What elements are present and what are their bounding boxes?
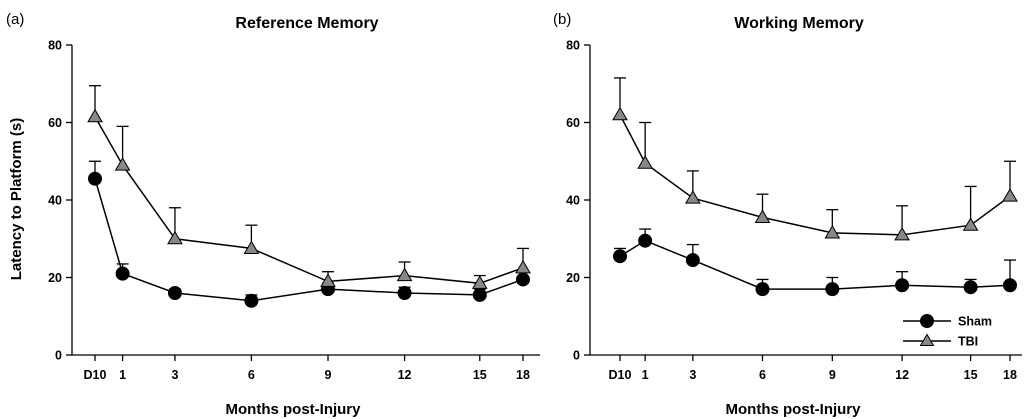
panel-b-tbi-point: [612, 106, 628, 121]
panel-a-sham-point: [167, 286, 182, 300]
panel-a-letter: (a): [6, 11, 24, 28]
panel-b-sham-line: [619, 239, 1011, 290]
panel-b-tbi-point: [962, 217, 979, 231]
panel-b-x-tick-label: 3: [689, 368, 696, 382]
panel-b-sham-point: [638, 233, 653, 248]
panel-b-series-tbi: [612, 77, 1018, 241]
panel-b-sham-point: [755, 282, 770, 297]
legend-item-sham: Sham: [903, 314, 992, 329]
panel-a-sham-point: [472, 287, 487, 302]
panel-b-x-tick-label: 18: [1003, 368, 1017, 382]
panel-a-x-tick-label: 18: [516, 368, 530, 382]
panel-b-tbi-point: [754, 209, 771, 223]
panel-b-x-tick-label: 12: [895, 368, 909, 382]
panel-a-x-tick-label: 1: [119, 368, 126, 382]
panel-b-x-tick-label: 15: [964, 368, 978, 382]
panel-b-y-tick-label: 80: [566, 39, 580, 53]
panel-a-x-tick-label: 9: [325, 368, 332, 382]
panel-b-tbi-point: [824, 224, 841, 239]
legend-tbi-label: TBI: [958, 335, 978, 349]
panel-b-sham-point: [685, 253, 700, 268]
legend-sham-marker: [920, 314, 934, 328]
panel-b-y-tick-label: 40: [566, 194, 580, 208]
panel-b-sham-point: [825, 282, 840, 297]
panel-a-series-tbi: [87, 85, 531, 289]
legend-tbi-marker: [919, 333, 935, 346]
panel-b-y-tick-label: 0: [573, 349, 580, 363]
panel-b-sham-point: [963, 280, 978, 295]
panel-b-letter: (b): [553, 11, 571, 28]
panel-a: (a) Reference Memory Months post-Injury …: [6, 11, 540, 418]
panel-b-sham-point: [1003, 278, 1017, 293]
panel-b-title: Working Memory: [734, 15, 864, 32]
panel-b-x-axis-label: Months post-Injury: [726, 401, 862, 418]
panel-a-tbi-point: [320, 273, 336, 287]
panel-a-x-tick-label: D10: [84, 368, 107, 382]
panel-b-y-tick-label: 60: [566, 116, 580, 130]
panel-a-y-tick-label: 20: [48, 271, 62, 285]
panel-a-tbi-point: [243, 240, 260, 254]
panel-a-x-tick-label: 15: [473, 368, 487, 382]
panel-a-sham-line: [94, 178, 524, 302]
panel-a-plot-area: 0 20 40 60 80 D10 1 3 6 9 12 15 18: [48, 39, 540, 382]
panel-a-y-tick-label: 40: [48, 194, 62, 208]
legend-item-tbi: TBI: [903, 333, 978, 349]
panel-b-sham-point: [895, 278, 910, 293]
legend-sham-label: Sham: [958, 315, 992, 329]
panel-a-tbi-point: [87, 108, 103, 123]
panel-b-tbi-point: [637, 155, 654, 169]
panel-b-x-tick-label: 1: [642, 368, 649, 382]
panel-a-tbi-point: [471, 275, 488, 289]
panel-a-x-axis-label: Months post-Injury: [226, 401, 362, 418]
panel-a-series-sham: [88, 160, 530, 308]
panel-a-tbi-line: [94, 116, 524, 285]
panel-b-y-tick-label: 20: [566, 271, 580, 285]
panel-a-tbi-point: [396, 267, 413, 282]
panel-a-x-tick-label: 6: [248, 368, 255, 382]
panel-a-tbi-point: [515, 259, 531, 274]
panel-b-tbi-line: [619, 114, 1011, 236]
panel-b-tbi-point: [894, 226, 910, 241]
panel-b-tbi-point: [1002, 188, 1018, 202]
y-axis-label: Latency to Platform (s): [8, 118, 25, 281]
panel-a-tbi-point: [167, 230, 183, 245]
panel-a-sham-point: [115, 266, 130, 281]
panel-a-sham-point: [397, 286, 412, 300]
panel-a-x-tick-label: 12: [398, 368, 412, 382]
panel-a-tbi-point: [114, 157, 131, 171]
panel-a-y-tick-label: 80: [48, 39, 62, 53]
panel-b-sham-point: [613, 249, 627, 264]
panel-a-sham-point: [516, 272, 530, 287]
panel-a-title: Reference Memory: [235, 15, 378, 32]
panel-a-y-tick-label: 0: [55, 349, 62, 363]
panel-b-x-tick-label: 9: [829, 368, 836, 382]
panel-b-x-tick-label: 6: [759, 368, 766, 382]
legend: Sham TBI: [903, 314, 992, 349]
panel-a-sham-point: [88, 171, 102, 186]
panel-b-x-tick-label: D10: [609, 368, 632, 382]
panel-b-tbi-point: [684, 190, 701, 204]
panel-a-x-tick-label: 3: [171, 368, 178, 382]
panel-a-y-tick-label: 60: [48, 116, 62, 130]
panel-b-series-sham: [613, 228, 1017, 297]
panel-a-sham-point: [244, 293, 259, 308]
panel-b: (b) Working Memory Months post-Injury 0 2…: [553, 11, 1022, 418]
panel-b-plot-area: 0 20 40 60 80 D10 1 3 6 9 12 15 18: [566, 39, 1022, 382]
